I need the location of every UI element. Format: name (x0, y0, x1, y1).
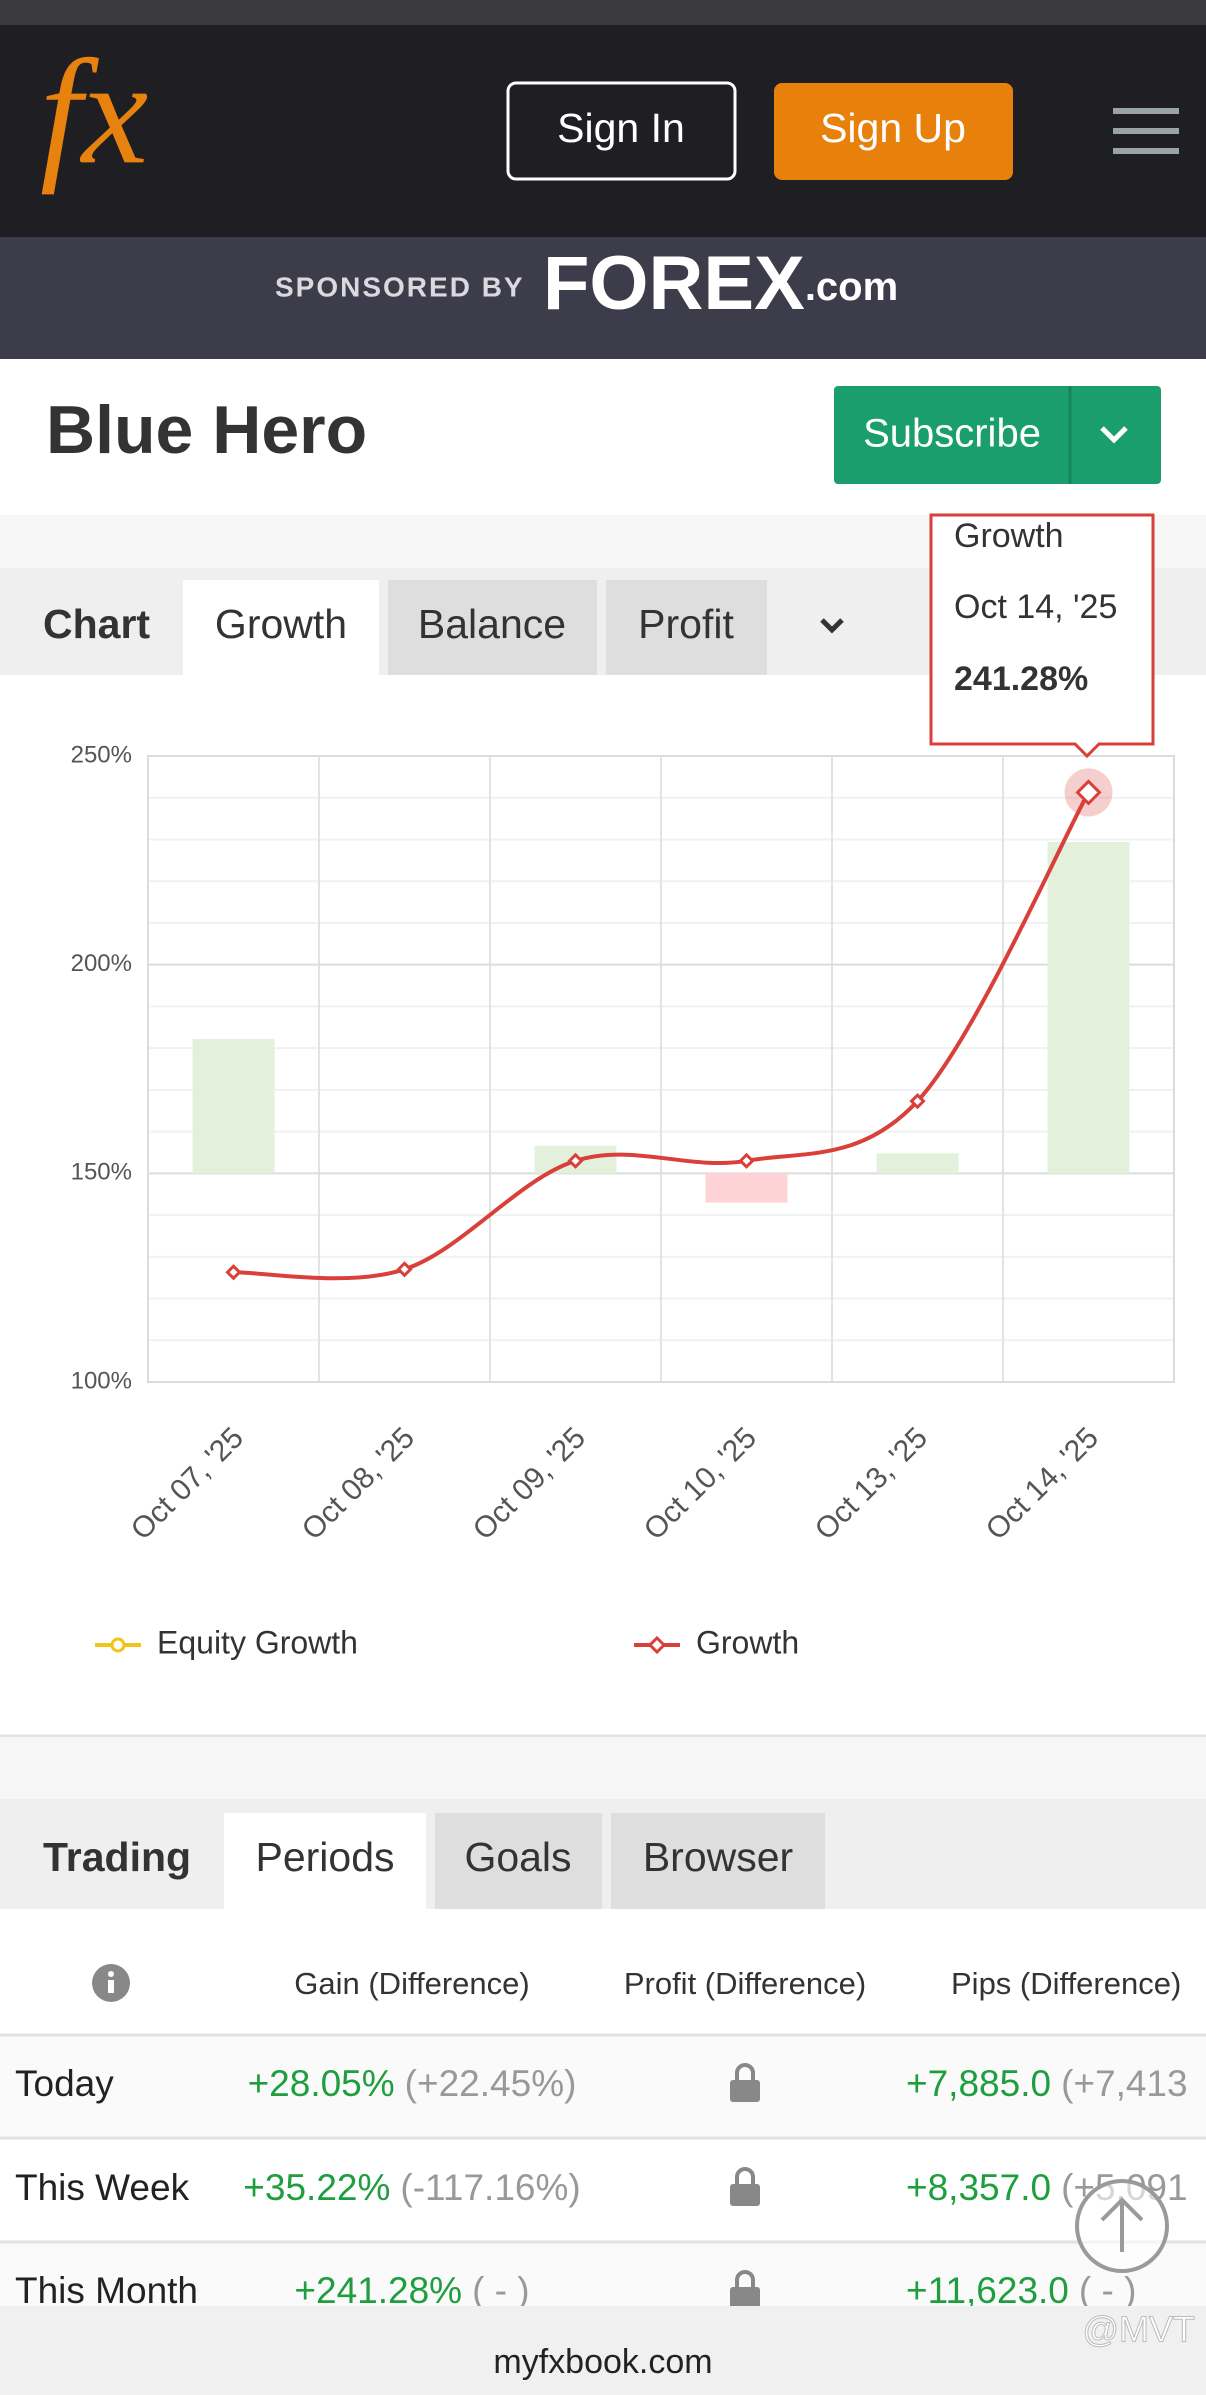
pips: +7,885.0 (906, 2063, 1051, 2104)
pips-difference: ( - ) (1079, 2270, 1137, 2311)
tab[interactable]: Goals (464, 1834, 571, 1880)
line (233, 791, 1091, 1281)
footer (0, 2306, 1206, 2395)
page-title: Blue Hero (46, 392, 367, 468)
y-tick-label: 250% (71, 741, 132, 768)
pips-difference: (+7,413 (1061, 2063, 1188, 2104)
tabs-more[interactable] (820, 618, 844, 634)
sign-up-button[interactable] (774, 83, 1013, 180)
gain-difference: (+22.45%) (405, 2063, 577, 2104)
chart-area (0, 675, 1206, 1736)
tab[interactable]: Growth (215, 601, 347, 647)
legend-label: Growth (696, 1624, 799, 1660)
lock-shackle (735, 2270, 755, 2287)
tab[interactable]: Browser (643, 1834, 793, 1880)
tooltip-series: Growth (954, 517, 1064, 555)
subscribe-dropdown[interactable] (1100, 426, 1128, 444)
lock-body (730, 2080, 760, 2102)
pips-cell: +7,885.0 (+7,413 (906, 2063, 1188, 2104)
pips-cell: +11,623.0( - ) (906, 2270, 1136, 2311)
tab[interactable] (435, 1813, 602, 1909)
tab[interactable] (611, 1813, 825, 1909)
sign-in-label[interactable]: Sign In (557, 105, 685, 151)
watermark: @MVT (1082, 2309, 1195, 2350)
tab[interactable]: Periods (255, 1834, 394, 1880)
info-icon[interactable] (92, 1964, 130, 2002)
tab[interactable] (388, 580, 597, 675)
legend-label: Equity Growth (157, 1624, 358, 1660)
plot-border (147, 755, 1175, 1383)
footer-url: myfxbook.com (493, 2343, 712, 2381)
tab-active[interactable] (183, 580, 379, 675)
y-tick-label: 200% (71, 950, 132, 977)
gain-cell: +241.28%( - ) (294, 2270, 529, 2311)
brand[interactable]: FOREX (543, 241, 805, 326)
trading-tabs-bar (0, 1799, 1206, 1909)
marker (225, 1264, 242, 1281)
y-tick-label: 150% (71, 1159, 132, 1186)
bar (192, 1038, 275, 1174)
lock-shackle (735, 2063, 755, 2080)
tab[interactable]: Balance (418, 601, 566, 647)
row-background (0, 2035, 1206, 2138)
sponsor-brand[interactable]: FOREX.com (543, 241, 898, 326)
tab[interactable] (606, 580, 767, 675)
table-body: Today +28.05% (+22.45%) +7,885.0 (+7,413 This… (0, 2033, 1206, 2345)
menu-icon[interactable] (1113, 108, 1179, 154)
bar (876, 1153, 959, 1174)
row-label: This Month (15, 2270, 198, 2311)
tooltip-category: Oct 14, '25 (954, 588, 1117, 626)
marker (909, 1093, 926, 1110)
sign-in-button[interactable] (506, 81, 737, 181)
marker (1075, 779, 1102, 806)
column-header[interactable]: Gain (Difference) (294, 1966, 529, 2001)
marker (738, 1152, 755, 1169)
marker (396, 1261, 413, 1278)
gain-difference: ( - ) (472, 2270, 530, 2311)
section-gap (0, 1737, 1206, 1799)
lock-body (730, 2287, 760, 2309)
legend-marker (647, 1635, 667, 1655)
bar (705, 1173, 788, 1203)
tooltip: Growth Oct 14, '25 241.28% (929, 513, 1155, 759)
gain-cell: +28.05% (+22.45%) (248, 2063, 577, 2104)
chart-tabs-label: Chart (43, 601, 150, 647)
pips: +11,623.0 (906, 2270, 1069, 2311)
column-header[interactable]: Pips (Difference) (951, 1966, 1181, 2001)
y-tick-label: 100% (71, 1367, 132, 1394)
sponsor-label: SPONSORED BY (275, 271, 525, 302)
subscribe-label[interactable]: Subscribe (863, 412, 1041, 456)
status-strip (0, 0, 1206, 25)
pips: +8,357.0 (906, 2167, 1051, 2208)
sponsor-bar (0, 237, 1206, 359)
logo[interactable]: fx (40, 29, 148, 195)
subscribe-button[interactable] (834, 386, 1161, 484)
tab[interactable]: Profit (638, 601, 734, 647)
gain-cell: +35.22% (-117.16%) (243, 2167, 580, 2208)
column-header[interactable]: Profit (Difference) (624, 1966, 866, 2001)
gain-difference: (-117.16%) (400, 2167, 580, 2208)
lock-shackle (735, 2167, 755, 2184)
scroll-top-arrow[interactable] (1100, 2197, 1144, 2252)
trading-tabs-label: Trading (43, 1834, 191, 1880)
tooltip-box (929, 513, 1155, 759)
tooltip-value: 241.28% (954, 660, 1088, 698)
row-label: Today (15, 2063, 114, 2104)
row-label: This Week (15, 2167, 190, 2208)
gain: +35.22% (243, 2167, 390, 2208)
bar (1047, 841, 1130, 1174)
sign-up-label[interactable]: Sign Up (820, 105, 966, 151)
legend-marker (110, 1637, 126, 1653)
tab-active[interactable] (224, 1813, 426, 1909)
lock-body (730, 2184, 760, 2206)
gain: +28.05% (248, 2063, 395, 2104)
marker (567, 1152, 584, 1169)
brand-suffix[interactable]: .com (805, 265, 898, 309)
gain: +241.28% (294, 2270, 462, 2311)
